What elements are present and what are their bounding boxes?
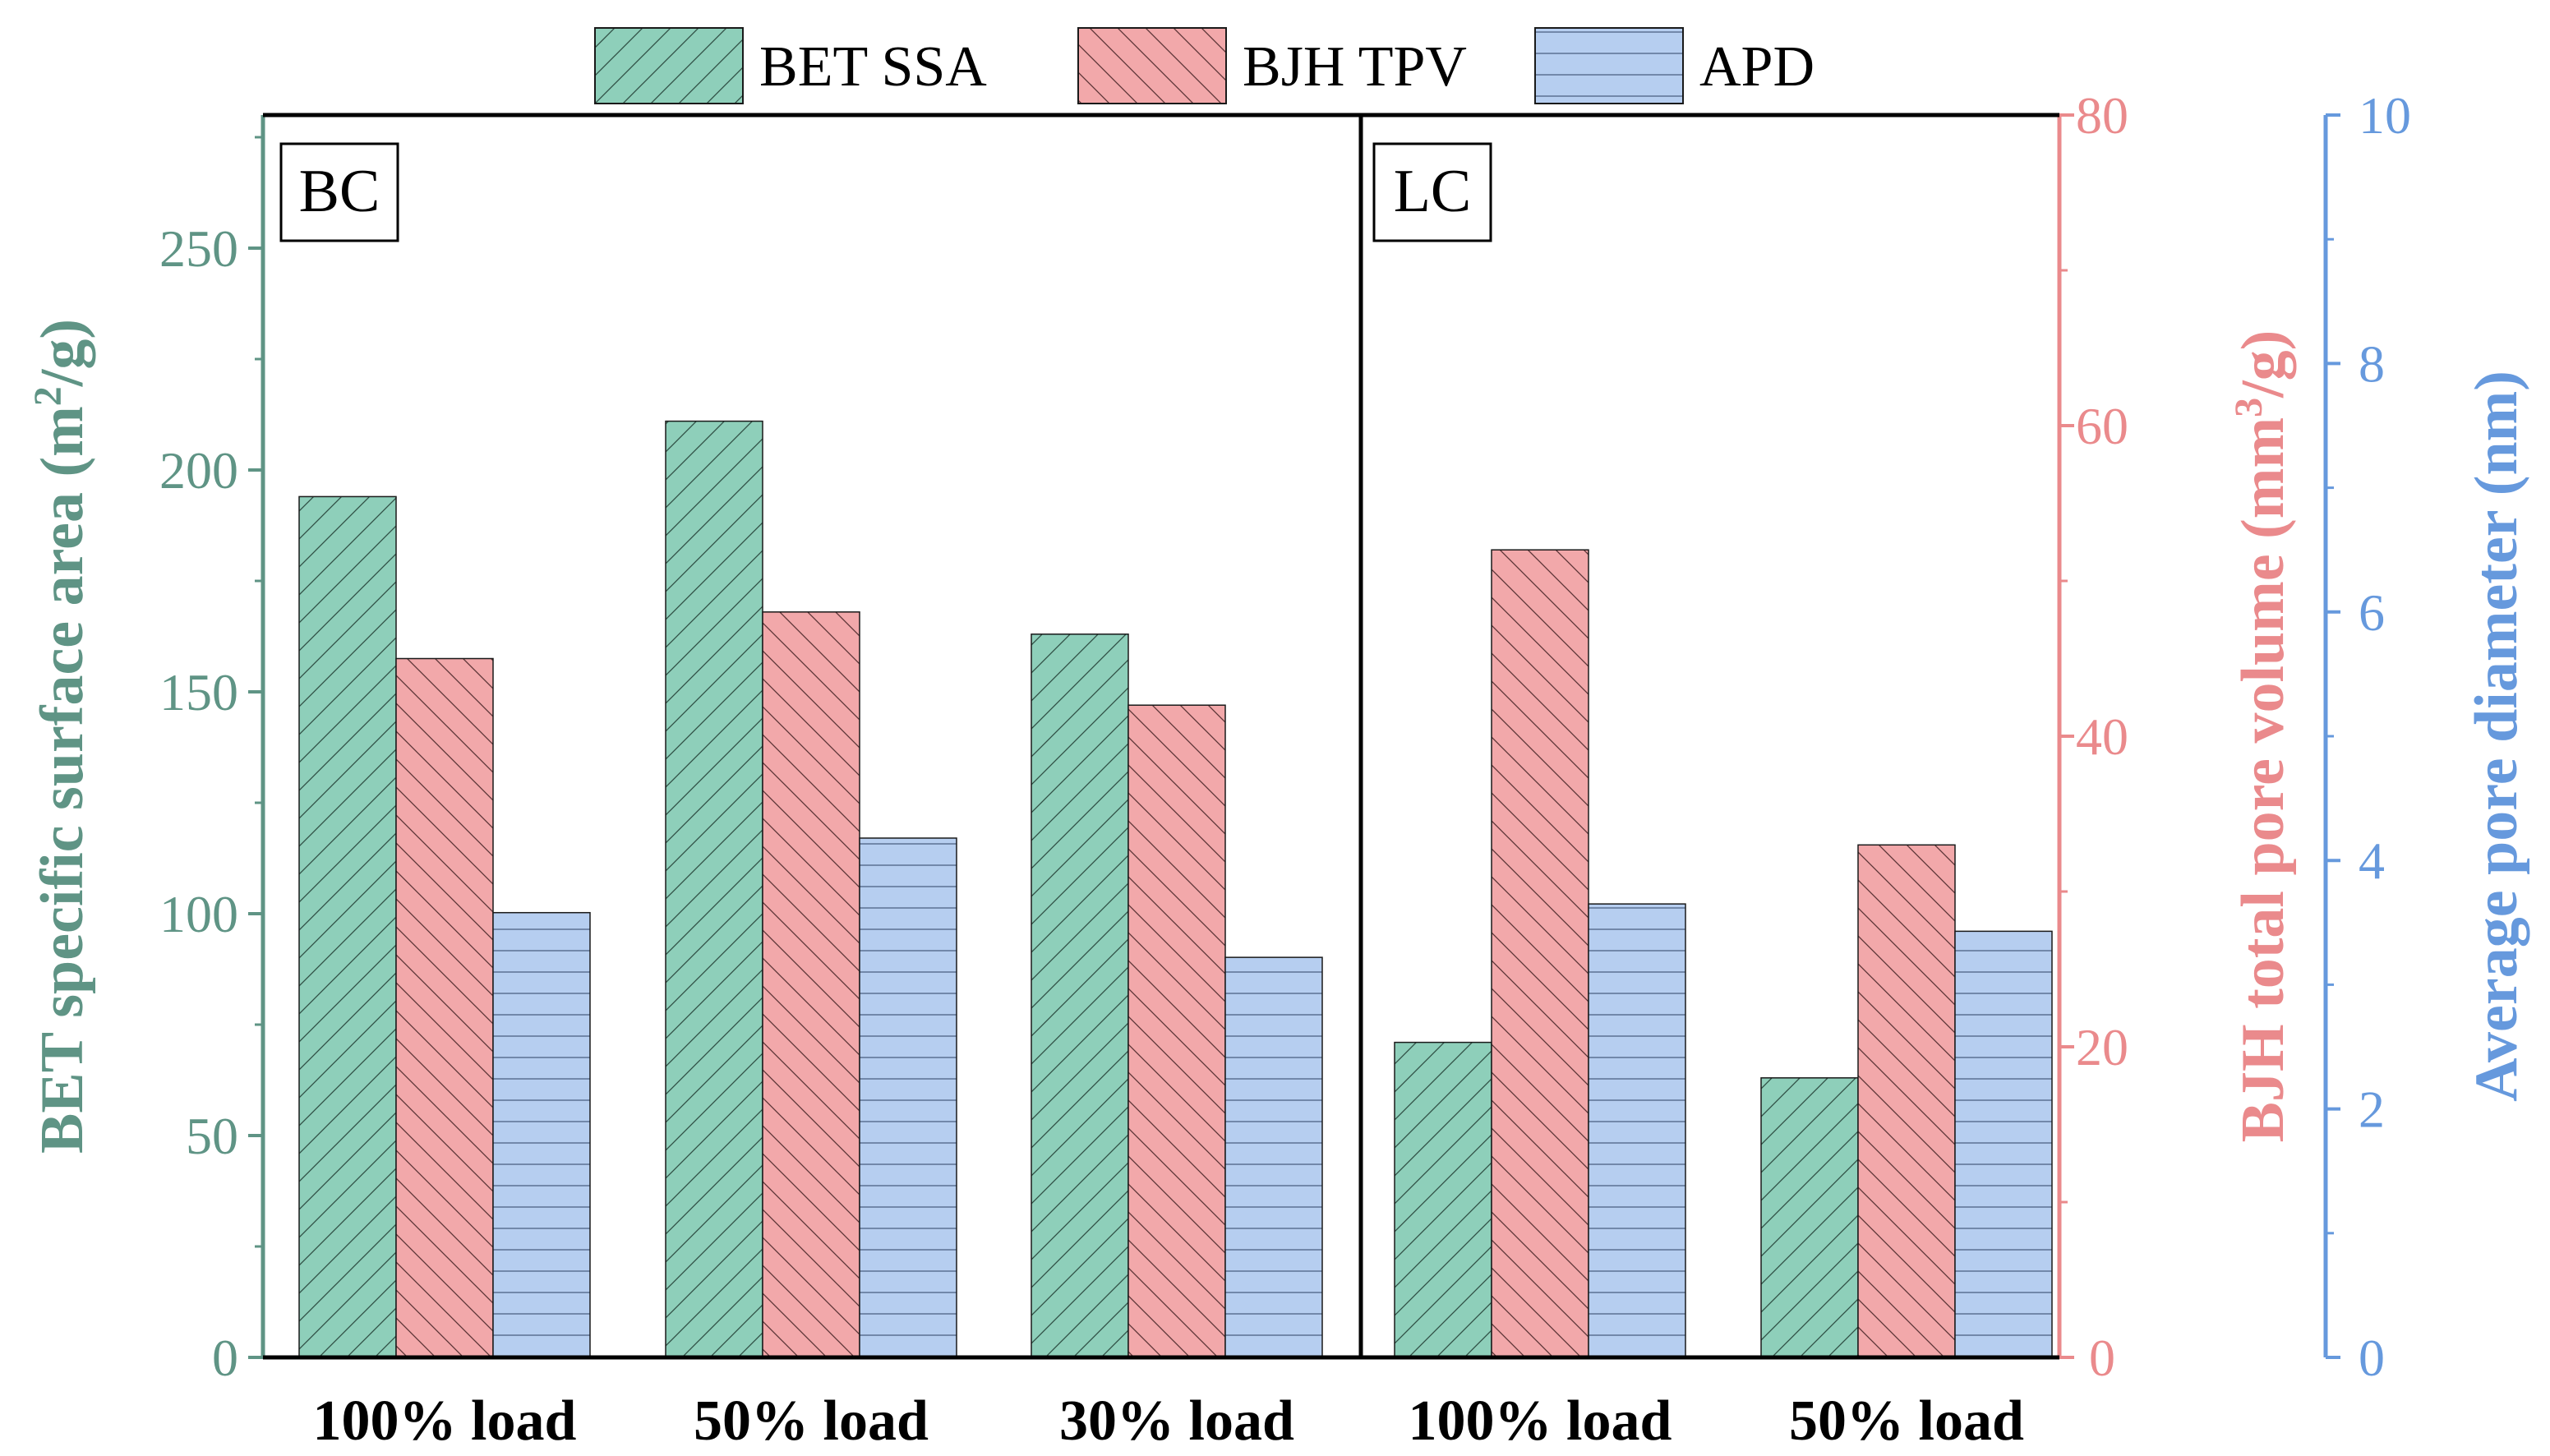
right1-tick-label: 40 — [2076, 707, 2128, 766]
legend-swatch — [1534, 27, 1684, 104]
group-label-box — [279, 142, 399, 242]
bar-bjh-tpv-2 — [1127, 704, 1226, 1358]
right2-tick-label: 10 — [2359, 86, 2411, 145]
left-tick-label: 250 — [159, 219, 238, 278]
right1-tick-label: 0 — [2089, 1329, 2115, 1387]
bar-bjh-tpv-4 — [1857, 844, 1956, 1358]
legend-swatch — [1077, 27, 1227, 104]
right1-tick-label: 80 — [2076, 86, 2128, 145]
category-label: 100% load — [313, 1389, 577, 1453]
legend-label: APD — [1699, 35, 1815, 99]
left-tick-label: 150 — [159, 663, 238, 721]
right2-tick-label: 6 — [2359, 583, 2385, 642]
category-label: 50% load — [1789, 1389, 2024, 1453]
left-axis-title: BET specific surface area (m2/g) — [26, 319, 97, 1154]
bar-bet-ssa-3 — [1394, 1041, 1492, 1358]
bar-bet-ssa-4 — [1760, 1077, 1859, 1358]
bar-bjh-tpv-3 — [1491, 549, 1589, 1358]
bar-bet-ssa-1 — [665, 420, 763, 1358]
left-tick-label: 100 — [159, 885, 238, 943]
legend-label: BJH TPV — [1243, 35, 1467, 99]
right2-axis-title: Average pore diameter (nm) — [2463, 371, 2530, 1102]
left-tick-label: 0 — [212, 1329, 238, 1387]
right1-axis-title: BJH total pore volume (mm3/g) — [2227, 330, 2298, 1143]
bar-apd-3 — [1588, 903, 1686, 1358]
group-label: LC — [1394, 158, 1472, 225]
category-label: 100% load — [1409, 1389, 1672, 1453]
bar-bet-ssa-2 — [1031, 634, 1129, 1358]
right2-tick-label: 2 — [2359, 1080, 2385, 1139]
right1-tick-label: 20 — [2076, 1018, 2128, 1076]
group-label-box — [1372, 142, 1492, 242]
group-label: BC — [299, 158, 380, 225]
left-tick-label: 50 — [186, 1107, 238, 1165]
bar-apd-0 — [492, 911, 591, 1358]
bar-bjh-tpv-1 — [762, 611, 860, 1358]
bar-bet-ssa-0 — [298, 495, 397, 1358]
left-tick-label: 200 — [159, 441, 238, 500]
bar-apd-2 — [1224, 956, 1323, 1358]
legend-swatch — [594, 27, 744, 104]
legend-label: BET SSA — [759, 35, 987, 99]
right2-tick-label: 8 — [2359, 334, 2385, 393]
right2-tick-label: 4 — [2359, 832, 2385, 890]
bar-apd-4 — [1954, 930, 2053, 1358]
right1-tick-label: 60 — [2076, 397, 2128, 455]
category-label: 30% load — [1059, 1389, 1294, 1453]
category-label: 50% load — [694, 1389, 929, 1453]
right2-tick-label: 0 — [2359, 1329, 2385, 1387]
bar-bjh-tpv-0 — [395, 657, 494, 1358]
bar-apd-1 — [859, 837, 957, 1358]
